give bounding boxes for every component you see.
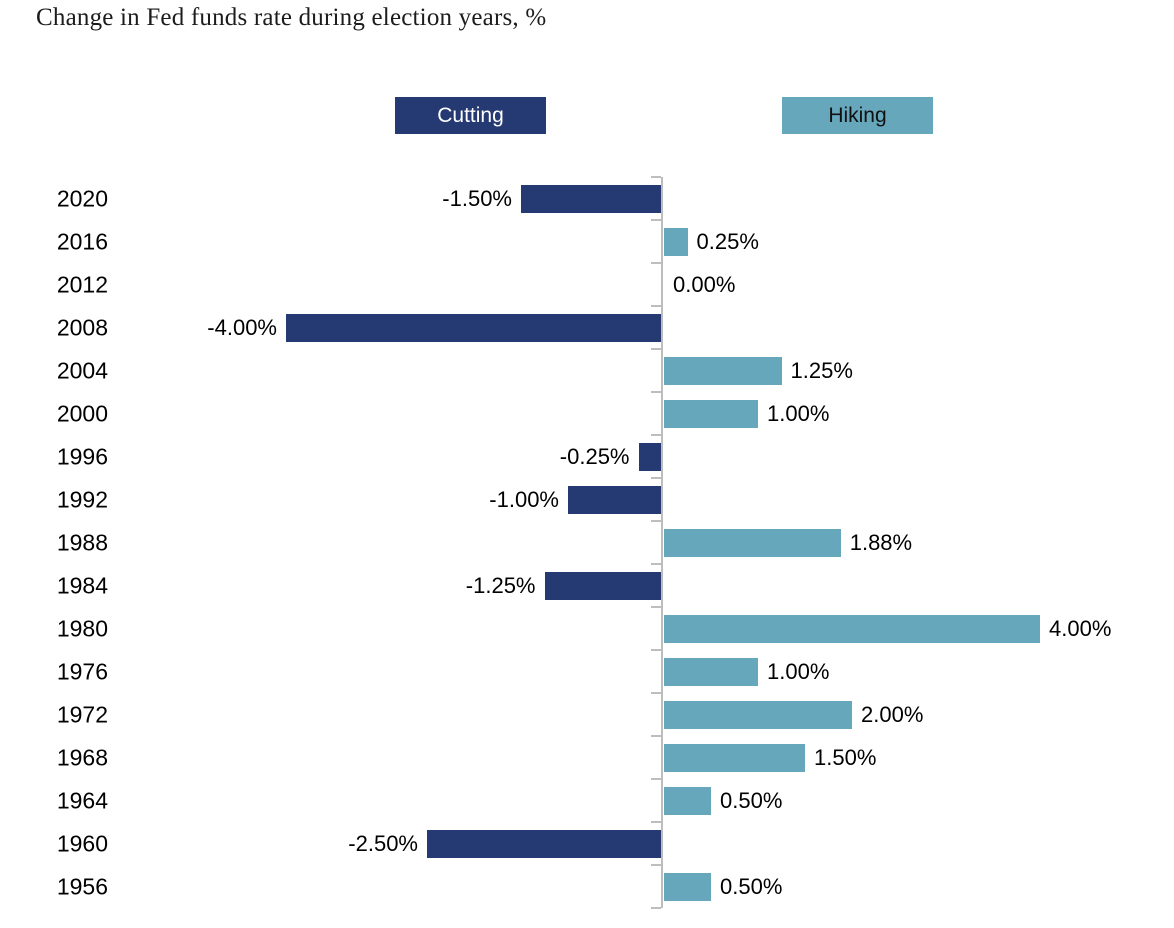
axis-tick [651,348,661,350]
bar-1988 [664,528,841,557]
bar-1956 [664,872,711,901]
axis-tick [651,864,661,866]
year-label-1984: 1984 [56,572,108,598]
value-label-2020: -1.50% [442,185,512,211]
year-label-1988: 1988 [56,529,108,555]
year-label-2000: 2000 [56,400,108,426]
bar-2020 [521,184,662,213]
year-label-1976: 1976 [56,658,108,684]
bar-1964 [664,786,711,815]
year-label-1972: 1972 [56,701,108,727]
value-label-2012: 0.00% [673,271,736,297]
bar-1968 [664,743,805,772]
bar-1972 [664,700,852,729]
value-label-1988: 1.88% [849,529,913,555]
zero-axis-line [661,177,663,908]
bar-1976 [664,657,758,686]
axis-tick [651,606,661,608]
bar-1960 [427,829,662,858]
value-label-1984: -1.25% [465,572,536,598]
value-label-1972: 2.00% [861,701,924,727]
bar-2000 [664,399,758,428]
bar-1992 [568,485,662,514]
year-label-2020: 2020 [56,185,108,211]
bar-1996 [638,442,662,471]
value-label-2016: 0.25% [696,228,759,254]
value-label-1996: -0.25% [559,443,630,469]
axis-tick [651,176,661,178]
bar-2004 [664,356,782,385]
year-label-1992: 1992 [56,486,108,512]
year-label-1960: 1960 [56,830,108,856]
axis-tick [651,821,661,823]
axis-tick [651,735,661,737]
bar-2008 [286,313,662,342]
year-label-1964: 1964 [56,787,108,813]
year-label-2004: 2004 [56,357,108,383]
bar-2016 [664,227,688,256]
value-label-1964: 0.50% [720,787,783,813]
axis-tick [651,434,661,436]
year-label-1980: 1980 [56,615,108,641]
axis-tick [651,219,661,221]
legend-label-hiking: Hiking [828,103,887,127]
value-label-1980: 4.00% [1049,615,1112,641]
legend-swatch-hiking: Hiking [782,97,933,134]
value-label-2004: 1.25% [790,357,853,383]
value-label-1992: -1.00% [489,486,559,512]
axis-tick [651,649,661,651]
value-label-1968: 1.50% [814,744,877,770]
year-label-1956: 1956 [56,873,108,899]
year-label-2012: 2012 [56,271,108,297]
value-label-2000: 1.00% [767,400,830,426]
value-label-2008: -4.00% [207,314,277,340]
axis-tick [651,391,661,393]
year-label-1996: 1996 [56,443,108,469]
chart-title: Change in Fed funds rate during election… [36,4,547,31]
year-label-2008: 2008 [56,314,108,340]
legend-label-cutting: Cutting [437,103,504,127]
axis-tick [651,778,661,780]
axis-tick [651,262,661,264]
value-label-1956: 0.50% [720,873,783,899]
axis-tick [651,692,661,694]
axis-tick [651,520,661,522]
axis-tick [651,305,661,307]
year-label-2016: 2016 [56,228,108,254]
legend-swatch-cutting: Cutting [395,97,546,134]
bar-1984 [544,571,662,600]
axis-tick [651,907,661,909]
axis-tick [651,563,661,565]
value-label-1960: -2.50% [348,830,418,856]
value-label-1976: 1.00% [767,658,830,684]
axis-tick [651,477,661,479]
bar-1980 [664,614,1040,643]
year-label-1968: 1968 [56,744,108,770]
